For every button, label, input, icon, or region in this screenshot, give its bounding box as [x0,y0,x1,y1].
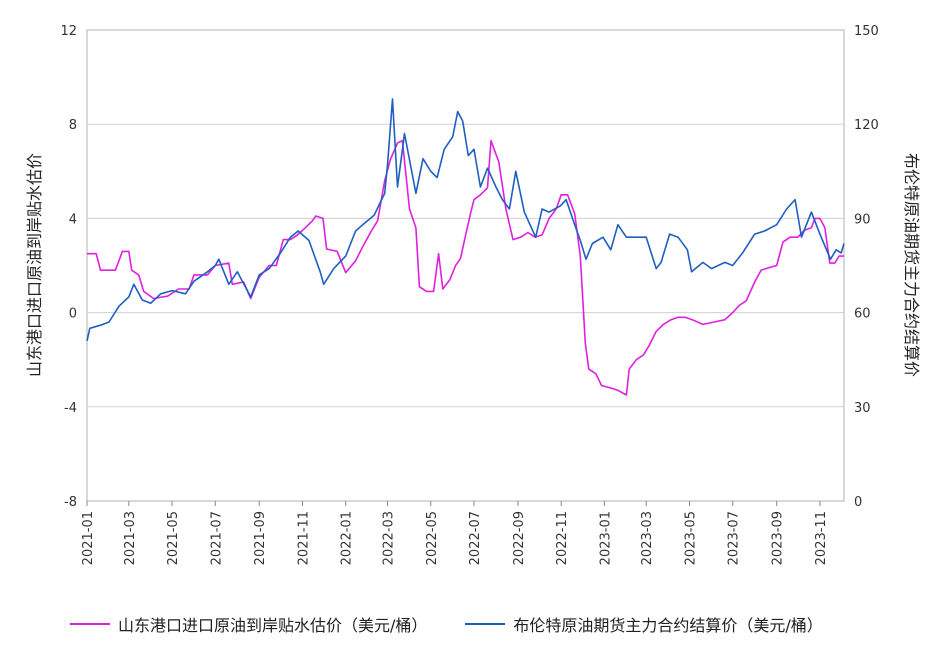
x-axis-ticks: 2021-01 2021-03 2021-05 2021-07 2021-09 2021-… [81,501,829,565]
legend-label-brent: 布伦特原油期货主力合约结算价（美元/桶） [513,616,823,635]
x-tick-label: 2021-11 [296,511,311,565]
x-tick-label: 2023-07 [727,511,742,565]
legend-swatch-blue [465,623,506,625]
right-y-tick-label: 150 [854,24,879,39]
legend-swatch-magenta [70,623,110,625]
x-tick-label: 2022-11 [555,511,570,565]
x-tick-label: 2021-05 [166,511,181,565]
left-y-tick-label: 4 [69,212,77,227]
left-y-tick-label: -8 [64,495,77,510]
left-y-axis-title: 山东港口进口原油到岸贴水估价 [25,153,44,377]
x-tick-label: 2021-03 [123,511,138,565]
plot-area [86,29,845,502]
x-tick-label: 2022-03 [382,511,397,565]
x-tick-label: 2023-09 [771,511,786,565]
x-tick-label: 2022-09 [512,511,527,565]
x-tick-label: 2023-03 [640,511,655,565]
gridlines [87,123,844,408]
right-y-axis-ticks: 150 120 90 60 30 0 [854,24,879,510]
right-y-tick-label: 60 [854,307,871,322]
x-tick-label: 2021-01 [81,511,96,565]
x-tick-label: 2022-07 [468,511,483,565]
left-y-tick-label: 8 [69,118,77,133]
right-y-tick-label: 30 [854,401,871,416]
left-y-tick-label: 0 [69,307,77,322]
right-y-tick-label: 90 [854,212,871,227]
right-y-axis-title: 布伦特原油期货主力合约结算价 [902,153,921,377]
x-tick-label: 2023-01 [598,511,613,565]
x-tick-label: 2021-09 [253,511,268,565]
x-tick-label: 2022-05 [425,511,440,565]
legend-item-brent: 布伦特原油期货主力合约结算价（美元/桶） [465,612,823,636]
x-tick-label: 2022-01 [340,511,355,565]
legend-item-discount: 山东港口进口原油到岸贴水估价（美元/桶） [70,612,427,636]
legend: 山东港口进口原油到岸贴水估价（美元/桶） 布伦特原油期货主力合约结算价（美元/桶… [70,610,930,638]
right-y-tick-label: 0 [854,495,862,510]
x-tick-label: 2021-07 [209,511,224,565]
left-y-axis-ticks: 12 8 4 0 -4 -8 [60,24,77,510]
series-line-brent [86,98,845,342]
right-y-tick-label: 120 [854,118,879,133]
legend-label-discount: 山东港口进口原油到岸贴水估价（美元/桶） [118,616,428,635]
x-tick-label: 2023-05 [683,511,698,565]
left-y-tick-label: -4 [64,401,77,416]
left-y-tick-label: 12 [60,24,77,39]
x-tick-label: 2023-11 [814,511,829,565]
series-lines [86,98,845,396]
